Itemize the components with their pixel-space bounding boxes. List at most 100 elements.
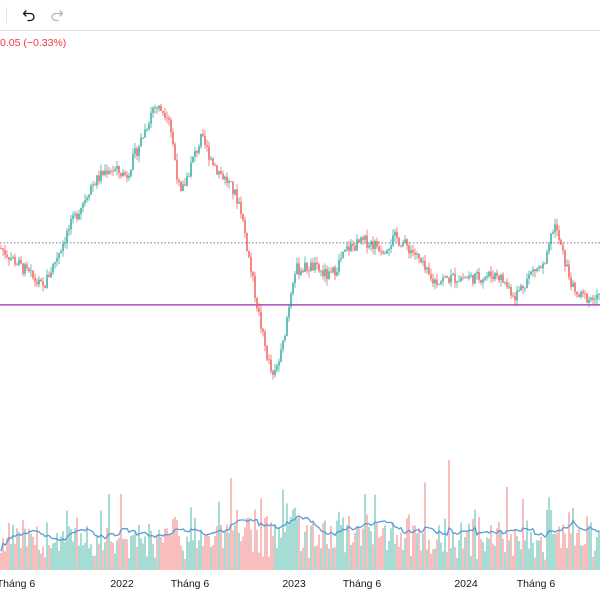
volume-bar [66,510,68,570]
volume-bar [342,517,344,570]
candle-body [490,271,492,277]
candle-body [300,270,302,275]
candle-body [518,290,520,291]
candle-body [542,263,544,269]
volume-bar [552,534,554,570]
candle-body [252,271,254,277]
candle-body [580,291,582,297]
candle-body [428,267,430,275]
volume-bar [266,516,268,570]
candle-body [106,170,108,175]
candle-body [500,274,502,281]
candle-body [52,263,54,273]
candle-body [290,293,292,308]
volume-bar [178,535,180,570]
candle-body [454,273,456,283]
candle-body [310,262,312,272]
candle-body [530,271,532,275]
volume-bar [300,551,302,570]
volume-bar [542,551,544,570]
redo-icon [51,10,64,22]
candle-body [450,275,452,283]
volume-bar [424,482,426,570]
volume-bar [474,509,476,570]
candle-body [246,233,248,251]
candle-body [410,250,412,254]
volume-bar [494,545,496,570]
volume-bar [106,527,108,570]
candle-body [18,259,20,265]
price-chart[interactable]: Tháng 6 2022 Tháng 6 2023 Tháng 6 2024 Tháng 6 [0,30,600,600]
candle-body [228,181,230,183]
candle-body [240,201,242,215]
volume-bar [458,540,460,570]
volume-bar [140,538,142,570]
volume-bar [520,549,522,570]
candle-body [264,331,266,346]
volume-bar [196,548,198,570]
volume-bar [276,548,278,570]
candle-body [156,107,158,109]
volume-bar [156,535,158,570]
volume-bar [234,525,236,570]
candle-body [594,299,596,301]
candle-body [202,133,204,136]
candle-body [560,240,562,245]
volume-bars [0,460,600,570]
volume-bar [504,552,506,570]
volume-bar [366,514,368,570]
volume-bar [464,537,466,570]
volume-bar [556,532,558,570]
candle-body [230,181,232,182]
volume-bar [210,546,212,570]
candle-body [210,158,212,160]
candle-body [6,254,8,258]
candle-body [476,272,478,274]
candle-body [218,171,220,175]
volume-bar [450,548,452,570]
volume-bar [516,536,518,570]
candle-body [48,274,50,278]
candle-body [242,214,244,221]
volume-bar [492,543,494,570]
candle-body [452,273,454,276]
candle-body [552,232,554,234]
volume-bar [548,497,550,570]
candle-body [298,263,300,275]
undo-button[interactable] [18,4,40,26]
candle-body [280,349,282,362]
volume-bar [484,551,486,570]
volume-bar [574,545,576,570]
volume-bar [376,522,378,570]
volume-bar [328,548,330,570]
candle-body [398,237,400,246]
volume-bar [584,544,586,570]
volume-bar [50,547,52,570]
candle-body [432,278,434,284]
candle-body [372,241,374,249]
volume-bar [270,522,272,570]
volume-bar [506,486,508,570]
volume-bar [222,547,224,570]
candle-body [56,258,58,262]
candle-body [412,250,414,253]
x-axis-tick-label: Tháng 6 [171,578,210,590]
volume-bar [28,528,30,570]
candle-body [308,270,310,272]
volume-bar [408,514,410,570]
candle-body [86,197,88,201]
candle-body [26,264,28,268]
candle-body [138,146,140,157]
candle-body [266,345,268,360]
volume-bar [384,525,386,570]
candle-body [564,250,566,267]
candle-body [256,298,258,309]
volume-bar [42,546,44,570]
volume-bar [306,525,308,570]
volume-bar [398,546,400,570]
volume-moving-average-line [0,515,600,552]
volume-bar [236,509,238,570]
redo-button[interactable] [46,4,68,26]
volume-bar [40,553,42,570]
candle-body [528,274,530,279]
